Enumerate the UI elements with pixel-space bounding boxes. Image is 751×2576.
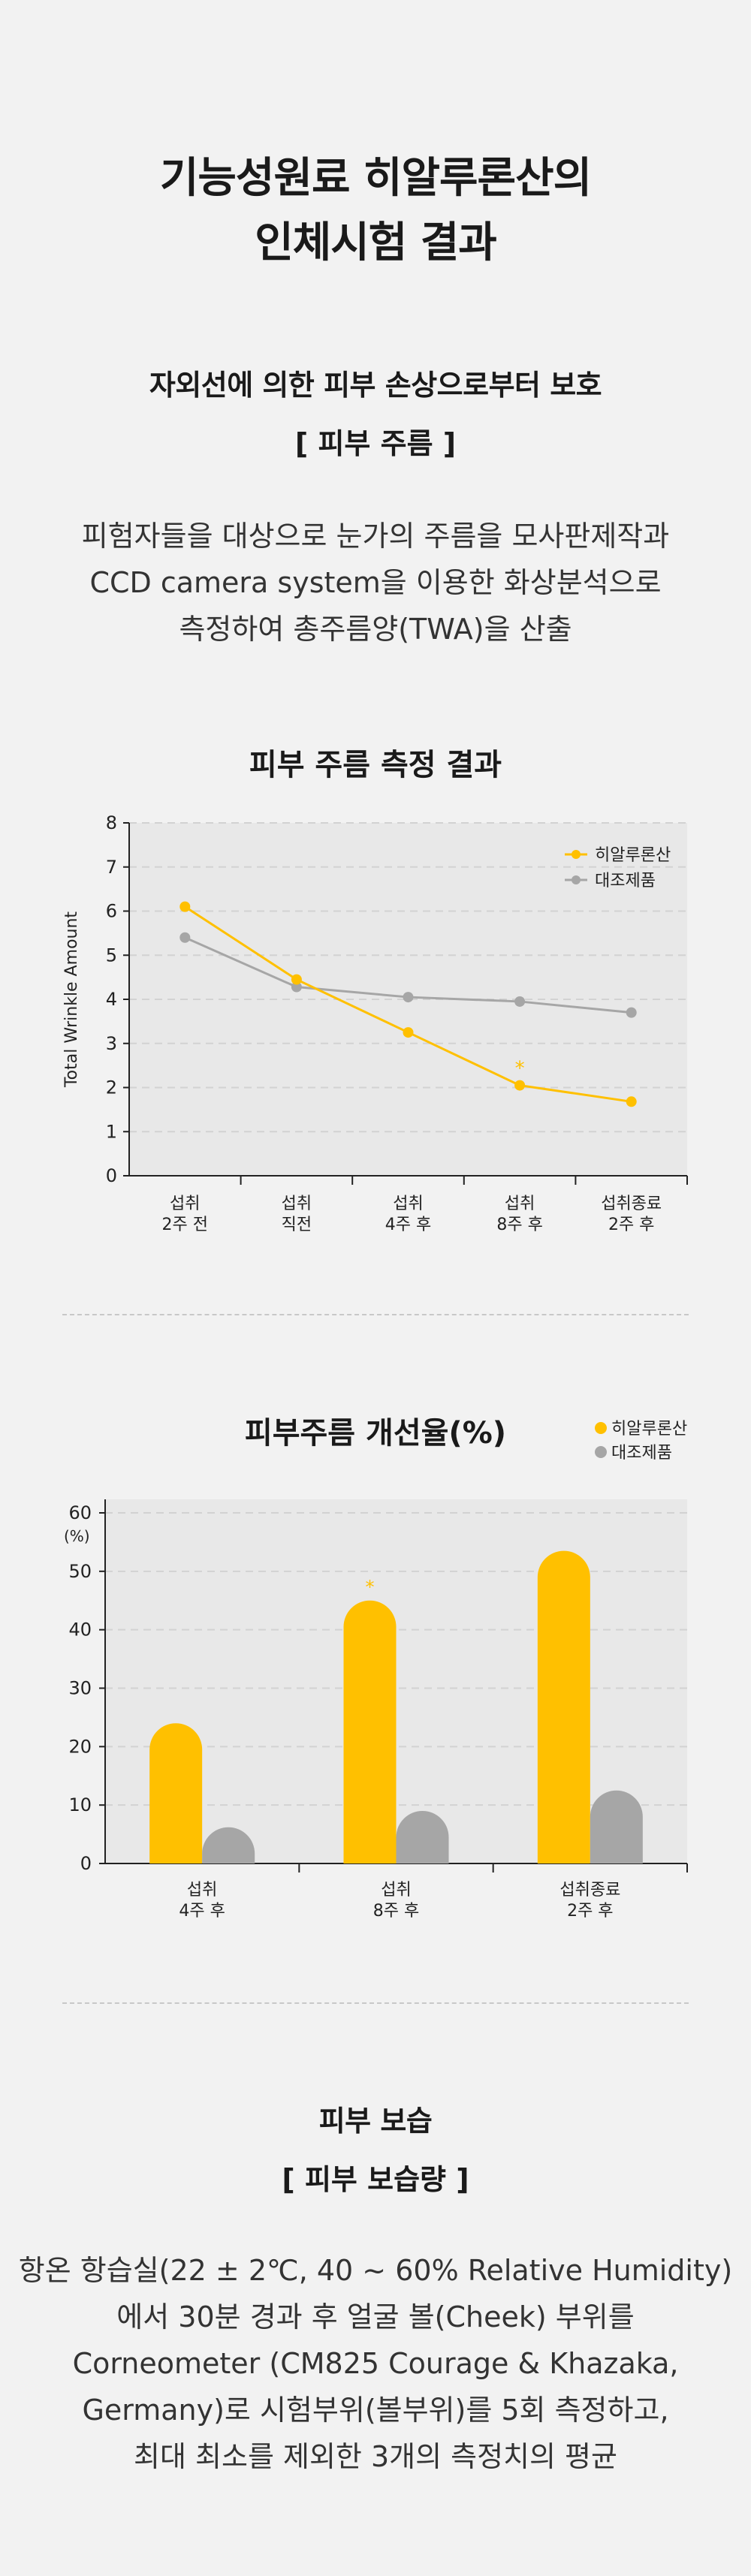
y-tick-label: 7: [106, 857, 117, 878]
legend-label: 대조제품: [611, 1444, 672, 1463]
data-point: [626, 1007, 637, 1018]
wrinkle-desc-line-1: 피험자들을 대상으로 눈가의 주름을 모사판제작과: [81, 520, 670, 553]
y-tick-label: 50: [68, 1561, 92, 1582]
data-point: [514, 996, 526, 1007]
bar: [396, 1810, 449, 1863]
wrinkle-bar-chart: 0 10 20 30 40 50 60 (%) 섭취 4주 후 섭취 8주 후 섭취종료 2주 후 * 히알루…: [64, 1420, 688, 1921]
legend-marker: [595, 1446, 607, 1458]
bar: [537, 1550, 590, 1863]
y-tick-label: 5: [106, 945, 117, 966]
x-tick-label: 2주 후: [608, 1216, 654, 1234]
y-tick-label: 8: [106, 812, 117, 833]
x-tick-label: 2주 전: [162, 1216, 208, 1234]
bar-chart-title: 피부주름 개선율(%): [244, 1416, 507, 1451]
data-point: [179, 901, 191, 912]
moisture-desc-line-3: Corneometer (CM825 Courage & Khazaka,: [72, 2347, 679, 2380]
x-tick-label: 8주 후: [496, 1216, 542, 1234]
y-tick-label: 3: [106, 1033, 117, 1054]
x-tick-label: 섭취: [393, 1195, 423, 1213]
moisture-desc-line-4: Germany)로 시험부위(볼부위)를 5회 측정하고,: [82, 2394, 669, 2427]
x-tick-label: 섭취: [170, 1195, 200, 1213]
wrinkle-desc-line-3: 측정하여 총주름양(TWA)을 산출: [179, 613, 572, 646]
moisture-subheading: [ 피부 보습량 ]: [282, 2163, 469, 2196]
x-tick-label: 섭취: [282, 1195, 312, 1213]
bar: [590, 1790, 643, 1863]
y-tick-label: 60: [68, 1502, 92, 1523]
wrinkle-heading: 자외선에 의한 피부 손상으로부터 보호: [149, 369, 602, 402]
moisture-heading: 피부 보습: [318, 2104, 433, 2138]
x-tick-label: 섭취종료: [601, 1195, 662, 1213]
x-tick-label: 섭취: [187, 1881, 217, 1900]
y-axis-label: Total Wrinkle Amount: [62, 911, 81, 1088]
wrinkle-description: 피험자들을 대상으로 눈가의 주름을 모사판제작과 CCD camera sys…: [0, 513, 751, 652]
moisture-description: 항온 항습실(22 ± 2℃, 40 ~ 60% Relative Humidi…: [0, 2247, 751, 2480]
y-tick-label: 1: [106, 1121, 117, 1142]
moisture-desc-line-2: 에서 30분 경과 후 얼굴 볼(Cheek) 부위를: [116, 2300, 635, 2333]
significance-mark: *: [515, 1058, 525, 1080]
y-tick-label: 10: [68, 1794, 92, 1815]
wrinkle-desc-line-2: CCD camera system을 이용한 화상분석으로: [89, 566, 662, 599]
title-line-1: 기능성원료 히알루론산의: [159, 154, 592, 203]
significance-mark: *: [366, 1577, 375, 1598]
y-tick-label: 6: [106, 901, 117, 922]
legend-label: 히알루론산: [595, 846, 671, 865]
x-tick-label: 직전: [282, 1216, 312, 1234]
data-point: [626, 1096, 637, 1107]
x-tick-label: 섭취종료: [559, 1881, 620, 1900]
bar: [343, 1600, 397, 1863]
section-divider-2: [62, 2002, 689, 2004]
page-title: 기능성원료 히알루론산의 인체시험 결과: [0, 146, 751, 276]
data-point: [291, 981, 302, 993]
y-tick-label: 4: [106, 989, 117, 1010]
data-point: [403, 1027, 414, 1038]
bar: [149, 1723, 203, 1863]
bar: [202, 1827, 255, 1863]
y-tick-label: 0: [80, 1853, 92, 1874]
legend-marker: [572, 875, 581, 884]
x-tick-label: 4주 후: [385, 1216, 431, 1234]
legend-label: 히알루론산: [611, 1420, 687, 1439]
x-tick-label: 4주 후: [179, 1902, 225, 1921]
data-point: [179, 932, 191, 943]
wrinkle-subheading: [ 피부 주름 ]: [294, 427, 457, 460]
section-divider-1: [62, 1314, 689, 1315]
data-point: [291, 974, 302, 985]
line-chart-title: 피부 주름 측정 결과: [249, 748, 502, 782]
x-tick-label: 8주 후: [373, 1902, 419, 1921]
moisture-desc-line-1: 항온 항습실(22 ± 2℃, 40 ~ 60% Relative Humidi…: [18, 2254, 733, 2287]
y-tick-label: 0: [106, 1165, 117, 1186]
y-tick-label: 40: [68, 1619, 92, 1641]
x-tick-label: 2주 후: [567, 1902, 613, 1921]
y-tick-label: 2: [106, 1077, 117, 1098]
title-line-2: 인체시험 결과: [255, 218, 497, 267]
moisture-desc-line-5: 최대 최소를 제외한 3개의 측정치의 평균: [134, 2440, 617, 2473]
y-tick-label: 20: [68, 1736, 92, 1757]
data-point: [514, 1080, 526, 1091]
legend-marker: [595, 1422, 607, 1434]
legend-marker: [572, 850, 581, 859]
y-axis-unit: (%): [64, 1527, 90, 1545]
y-tick-label: 30: [68, 1678, 92, 1699]
x-tick-label: 섭취: [505, 1195, 535, 1213]
legend-label: 대조제품: [595, 872, 656, 890]
data-point: [403, 992, 414, 1003]
x-tick-label: 섭취: [381, 1881, 411, 1900]
